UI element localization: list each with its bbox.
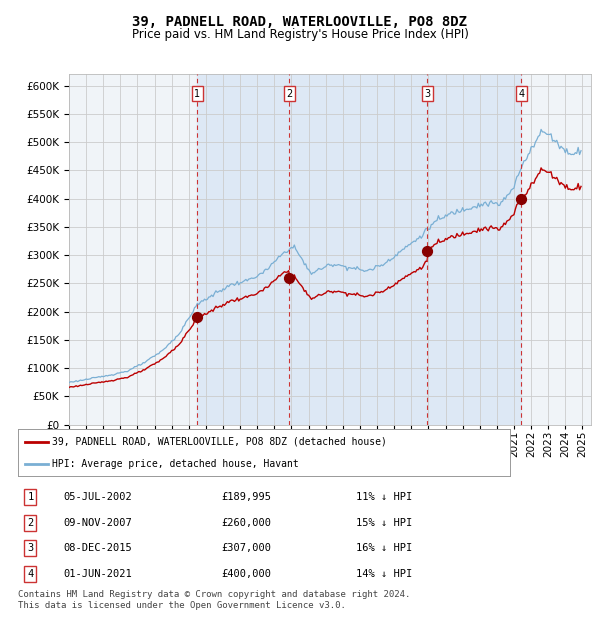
Point: [517, 193, 526, 203]
Text: 1: 1: [27, 492, 34, 502]
Text: 01-JUN-2021: 01-JUN-2021: [63, 569, 132, 579]
Text: 1: 1: [194, 89, 200, 99]
Text: 05-JUL-2002: 05-JUL-2002: [63, 492, 132, 502]
Text: Price paid vs. HM Land Registry's House Price Index (HPI): Price paid vs. HM Land Registry's House …: [131, 28, 469, 41]
Text: 08-DEC-2015: 08-DEC-2015: [63, 543, 132, 553]
Text: 39, PADNELL ROAD, WATERLOOVILLE, PO8 8DZ (detached house): 39, PADNELL ROAD, WATERLOOVILLE, PO8 8DZ…: [52, 436, 388, 446]
Text: 4: 4: [27, 569, 34, 579]
Text: 11% ↓ HPI: 11% ↓ HPI: [356, 492, 413, 502]
Text: £400,000: £400,000: [221, 569, 271, 579]
Text: 4: 4: [518, 89, 524, 99]
Text: 3: 3: [424, 89, 430, 99]
Bar: [197, 74, 521, 425]
Text: £189,995: £189,995: [221, 492, 271, 502]
Text: 39, PADNELL ROAD, WATERLOOVILLE, PO8 8DZ: 39, PADNELL ROAD, WATERLOOVILLE, PO8 8DZ: [133, 16, 467, 30]
Text: 3: 3: [27, 543, 34, 553]
Point: [193, 312, 202, 322]
Text: Contains HM Land Registry data © Crown copyright and database right 2024.
This d: Contains HM Land Registry data © Crown c…: [18, 590, 410, 609]
Text: 2: 2: [286, 89, 292, 99]
Point: [284, 273, 294, 283]
Text: 09-NOV-2007: 09-NOV-2007: [63, 518, 132, 528]
Point: [422, 246, 432, 256]
Text: HPI: Average price, detached house, Havant: HPI: Average price, detached house, Hava…: [52, 459, 299, 469]
Text: £260,000: £260,000: [221, 518, 271, 528]
Text: 14% ↓ HPI: 14% ↓ HPI: [356, 569, 413, 579]
Text: 15% ↓ HPI: 15% ↓ HPI: [356, 518, 413, 528]
Text: 2: 2: [27, 518, 34, 528]
Text: 16% ↓ HPI: 16% ↓ HPI: [356, 543, 413, 553]
Text: £307,000: £307,000: [221, 543, 271, 553]
